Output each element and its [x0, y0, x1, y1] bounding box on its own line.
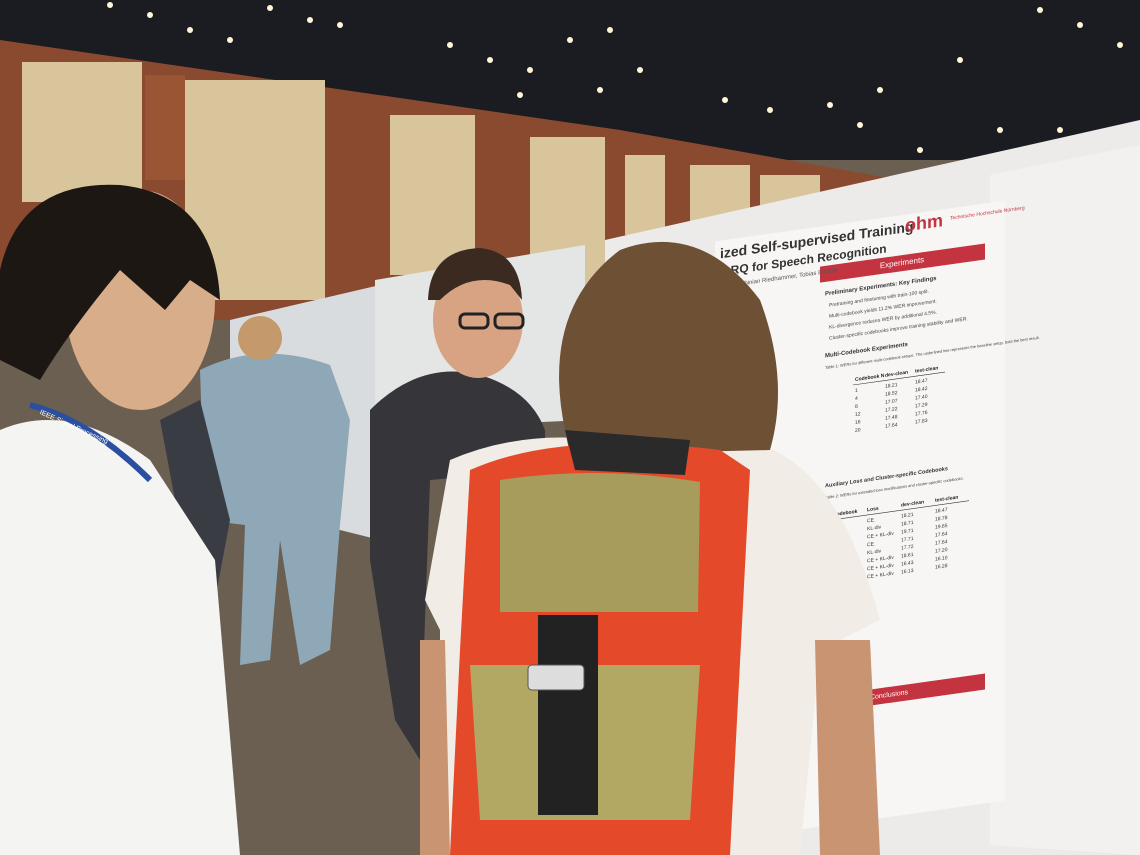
table-cell: CE + KL-div — [867, 563, 894, 573]
backpack-flap — [500, 472, 700, 612]
buckle — [527, 664, 585, 691]
table-cell: CE + KL-div — [867, 531, 894, 541]
table-cell: 8 — [855, 404, 858, 410]
face — [433, 262, 523, 378]
person-left-shirt — [0, 420, 240, 855]
table-cell: 18.21 — [901, 512, 914, 520]
table-cell: 18.61 — [901, 552, 914, 560]
table-cell: 19.65 — [935, 523, 948, 531]
ceiling-lights — [107, 2, 1123, 153]
table-header: test-clean — [915, 365, 938, 374]
table-cell: CE + KL-div — [867, 555, 894, 565]
table-cell: 17.64 — [935, 531, 948, 539]
table-cell: 1 — [855, 388, 858, 394]
table-header: dev-clean — [885, 370, 908, 379]
section-bar — [865, 673, 985, 707]
table-header: Loss — [867, 506, 879, 514]
wall-panels — [22, 62, 820, 300]
head — [238, 316, 282, 360]
table-cell: 17.07 — [885, 398, 898, 406]
hair — [428, 248, 522, 300]
table-cell: 16.28 — [935, 563, 948, 571]
lanyard — [29, 402, 153, 483]
table-cell: 18.47 — [935, 507, 948, 515]
table-cell: 17.29 — [915, 402, 928, 410]
table-header: test-clean — [935, 495, 958, 504]
table-cell: KL-div — [867, 548, 882, 556]
table-cell: CE + KL-div — [867, 571, 894, 581]
hair-left — [0, 184, 220, 380]
table-cell: 18.71 — [901, 520, 914, 528]
table-cell: 16 — [855, 419, 861, 426]
table-cell: 17.83 — [915, 418, 928, 426]
table-header: Codebook N — [855, 373, 885, 383]
table-cell: CE — [867, 541, 875, 548]
glasses — [493, 312, 525, 330]
glasses — [458, 312, 490, 330]
table-cell: 17.76 — [915, 410, 928, 418]
table-cell: 12 — [855, 411, 861, 418]
person-far — [160, 400, 230, 600]
table-cell: CE — [867, 517, 875, 524]
table-cell: 17.40 — [915, 394, 928, 402]
section-bar — [820, 243, 985, 283]
table-rule — [831, 500, 969, 521]
handle — [565, 430, 690, 475]
strap — [538, 615, 598, 815]
table-header: Codebook — [833, 509, 858, 518]
table-cell: 18.78 — [935, 515, 948, 523]
table-cell: 17.64 — [935, 539, 948, 547]
table-cell: 18.52 — [885, 390, 898, 398]
table-rule — [853, 371, 945, 386]
person-plaid — [200, 353, 350, 665]
table-cell: 18.21 — [885, 382, 898, 390]
table-cell: 19.71 — [901, 528, 914, 536]
table-cell: 18.47 — [915, 378, 928, 386]
table-cell: 17.71 — [901, 536, 914, 544]
table-cell: 17.64 — [885, 422, 898, 430]
table-cell: 17.48 — [885, 414, 898, 422]
long-hair — [559, 241, 778, 455]
table-cell: 18.42 — [915, 386, 928, 394]
table-header: dev-clean — [901, 499, 924, 508]
table-cell: KL-div — [867, 524, 882, 532]
table-cell: 16.10 — [935, 555, 948, 563]
arms — [420, 640, 880, 855]
table-cell: 17.72 — [901, 544, 914, 552]
table-cell: 17.20 — [935, 547, 948, 555]
poster-blank — [990, 145, 1140, 855]
table-cell: 16.43 — [901, 560, 914, 568]
table-cell: 17.22 — [885, 406, 898, 414]
table-cell: 4 — [855, 396, 858, 402]
table-cell: 16.13 — [901, 568, 914, 576]
table-cell: 20 — [855, 427, 861, 434]
